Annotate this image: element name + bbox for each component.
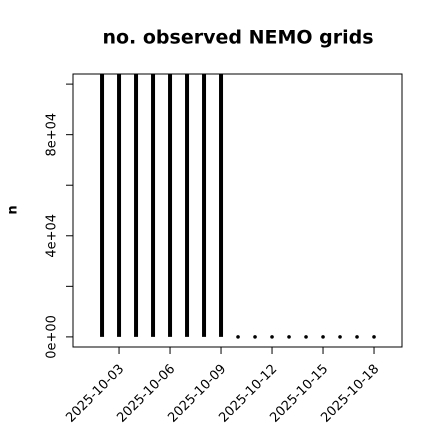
y-tick-label: 4e+04 — [45, 214, 60, 258]
y-tick-label: 0e+00 — [45, 315, 60, 359]
point — [355, 335, 359, 339]
point — [287, 335, 291, 339]
point — [372, 335, 376, 339]
y-tick-label: 8e+04 — [45, 113, 60, 157]
chart-title: no. observed NEMO grids — [102, 27, 373, 49]
point — [321, 335, 325, 339]
y-axis-label: n — [6, 205, 21, 214]
point — [338, 335, 342, 339]
point — [253, 335, 257, 339]
point — [270, 335, 274, 339]
plot-box — [72, 73, 403, 348]
point — [236, 335, 240, 339]
point — [304, 335, 308, 339]
